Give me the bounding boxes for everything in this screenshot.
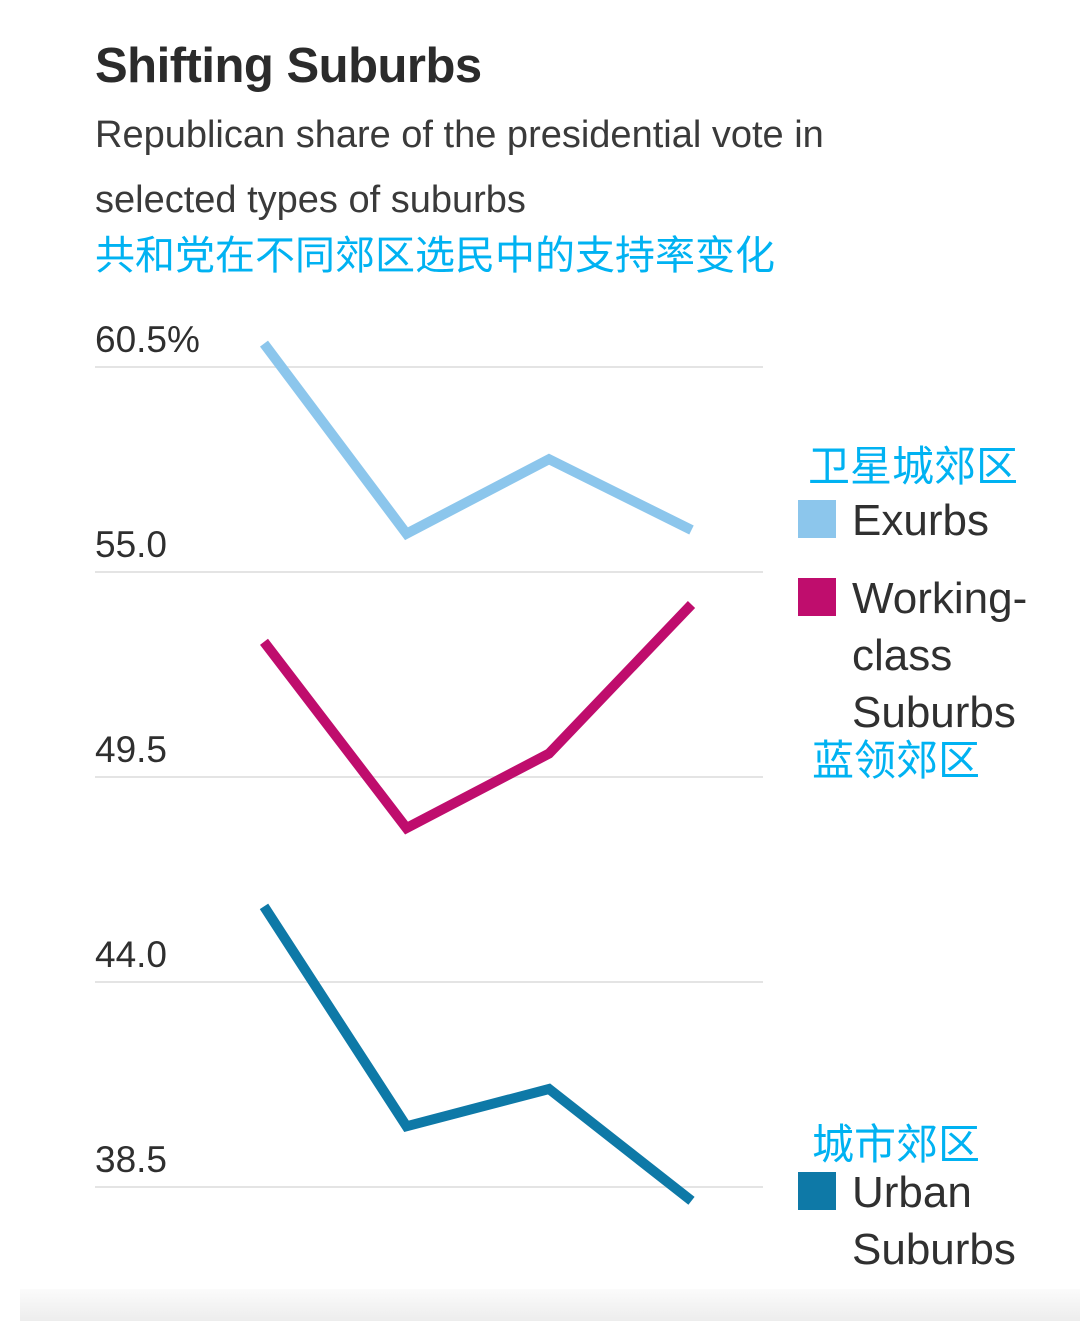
legend-exurbs-label: Exurbs bbox=[852, 496, 989, 545]
y-tick-label: 38.5 bbox=[95, 1138, 168, 1180]
working-class-swatch-icon bbox=[798, 578, 836, 616]
chart-title: Shifting Suburbs bbox=[95, 39, 482, 93]
chart-subtitle-line1: Republican share of the presidential vot… bbox=[95, 114, 824, 156]
legend-urban-label: Urban Suburbs bbox=[852, 1168, 1016, 1274]
chart-subtitle: Republican share of the presidential vot… bbox=[95, 103, 824, 233]
y-gridline bbox=[95, 775, 763, 778]
y-gridline bbox=[95, 366, 763, 368]
legend-urban-zh-label: 城市郊区 bbox=[812, 1121, 981, 1168]
y-tick-label: 60.5% bbox=[95, 319, 200, 360]
bottom-divider-band bbox=[20, 1289, 1080, 1321]
legend-working-class-label: Working-class Suburbs bbox=[852, 574, 1028, 737]
chart-subtitle-line2: selected types of suburbs bbox=[95, 179, 526, 221]
urban-swatch-icon bbox=[798, 1172, 836, 1210]
legend-item-urban: Urban Suburbs bbox=[798, 1164, 1062, 1278]
chart-subtitle-zh: 共和党在不同郊区选民中的支持率变化 bbox=[95, 234, 775, 278]
legend-item-working-class: Working-class Suburbs bbox=[798, 570, 1062, 741]
y-tick-label: 55.0 bbox=[95, 523, 168, 565]
legend-working-class-zh-label: 蓝领郊区 bbox=[812, 737, 981, 784]
exurbs-swatch-icon bbox=[798, 500, 836, 538]
legend-exurbs-zh-label: 卫星城郊区 bbox=[808, 443, 1019, 490]
legend-item-exurbs: Exurbs bbox=[798, 492, 1062, 549]
y-gridline bbox=[95, 1185, 763, 1188]
y-tick-label: 44.0 bbox=[95, 933, 168, 975]
y-gridline bbox=[95, 570, 763, 573]
y-tick-label: 49.5 bbox=[95, 728, 168, 770]
y-gridline bbox=[95, 980, 763, 983]
